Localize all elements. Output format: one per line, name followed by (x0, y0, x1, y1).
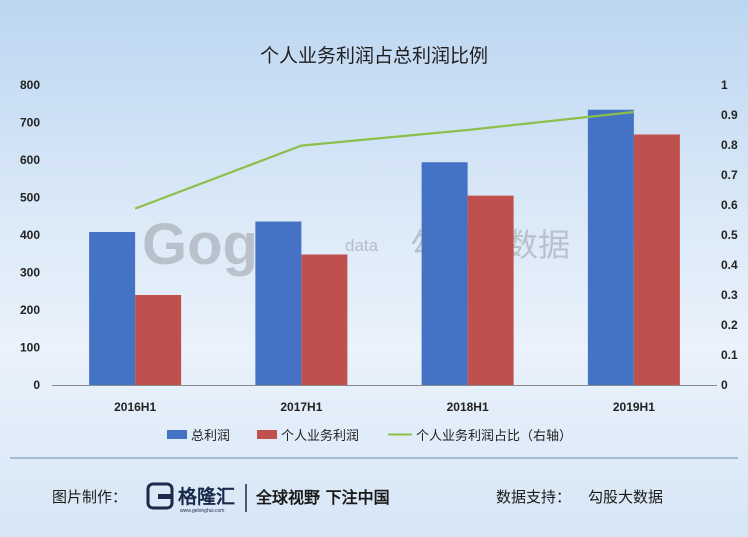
bar-total-profit (255, 221, 302, 385)
legend-label-total-profit: 总利润 (191, 429, 230, 444)
x-tick-label: 2017H1 (280, 400, 322, 414)
right-axis: 0 0.1 0.2 0.3 0.4 0.5 0.6 0.7 0.8 0.9 1 (721, 78, 738, 392)
x-tick-label: 2019H1 (613, 400, 655, 414)
right-tick-label: 0.7 (721, 168, 738, 182)
left-tick-label: 0 (33, 378, 40, 392)
watermark-data-text: data (345, 236, 379, 255)
footer-made-by-label: 图片制作： (52, 488, 127, 506)
left-tick-label: 700 (20, 116, 40, 130)
x-tick-label: 2018H1 (447, 400, 489, 414)
legend-label-ratio-line: 个人业务利润占比（右轴） (416, 428, 572, 444)
right-tick-label: 0 (721, 378, 728, 392)
bar-total-profit (89, 232, 136, 385)
footer: 图片制作： 格隆汇 www.gelonghui.com 全球视野 下注中国 数据… (52, 482, 663, 514)
left-tick-label: 500 (20, 191, 40, 205)
x-axis: 2016H1 2017H1 2018H1 2019H1 (52, 385, 717, 414)
bar-personal-profit (301, 254, 348, 385)
right-tick-label: 1 (721, 78, 728, 92)
gelonghui-logo: 格隆汇 www.gelonghui.com (146, 482, 235, 514)
logo-url-text: www.gelonghui.com (180, 508, 224, 514)
left-tick-label: 400 (20, 228, 40, 242)
left-axis: 0 100 200 300 400 500 600 700 800 (20, 78, 40, 392)
legend: 总利润 个人业务利润 个人业务利润占比（右轴） (167, 428, 572, 444)
bar-personal-profit (633, 134, 680, 385)
right-tick-label: 0.6 (721, 198, 738, 212)
right-tick-label: 0.5 (721, 228, 738, 242)
bar-personal-profit (467, 195, 514, 385)
left-tick-label: 300 (20, 266, 40, 280)
footer-support-label: 数据支持： (496, 488, 571, 506)
chart-title: 个人业务利润占总利润比例 (260, 45, 488, 67)
bar-series (89, 109, 680, 385)
footer-support-value: 勾股大数据 (588, 488, 663, 506)
left-tick-label: 200 (20, 303, 40, 317)
left-tick-label: 800 (20, 78, 40, 92)
line-series (134, 110, 634, 210)
right-tick-label: 0.1 (721, 348, 738, 362)
x-tick-label: 2016H1 (114, 400, 156, 414)
right-tick-label: 0.8 (721, 138, 738, 152)
logo-mark-bar (158, 494, 172, 499)
legend-swatch-total-profit (167, 430, 187, 439)
legend-swatch-personal-profit (257, 430, 277, 439)
right-tick-label: 0.9 (721, 108, 738, 122)
left-tick-label: 100 (20, 341, 40, 355)
footer-slogan: 全球视野 下注中国 (255, 488, 390, 507)
bar-total-profit (421, 162, 468, 385)
right-tick-label: 0.3 (721, 288, 738, 302)
logo-cn-text: 格隆汇 (178, 485, 235, 508)
legend-label-personal-profit: 个人业务利润 (281, 428, 359, 444)
ratio-line (134, 110, 634, 210)
left-tick-label: 600 (20, 153, 40, 167)
right-tick-label: 0.4 (721, 258, 738, 272)
bar-personal-profit (135, 295, 182, 385)
bar-total-profit (587, 109, 634, 385)
right-tick-label: 0.2 (721, 318, 738, 332)
